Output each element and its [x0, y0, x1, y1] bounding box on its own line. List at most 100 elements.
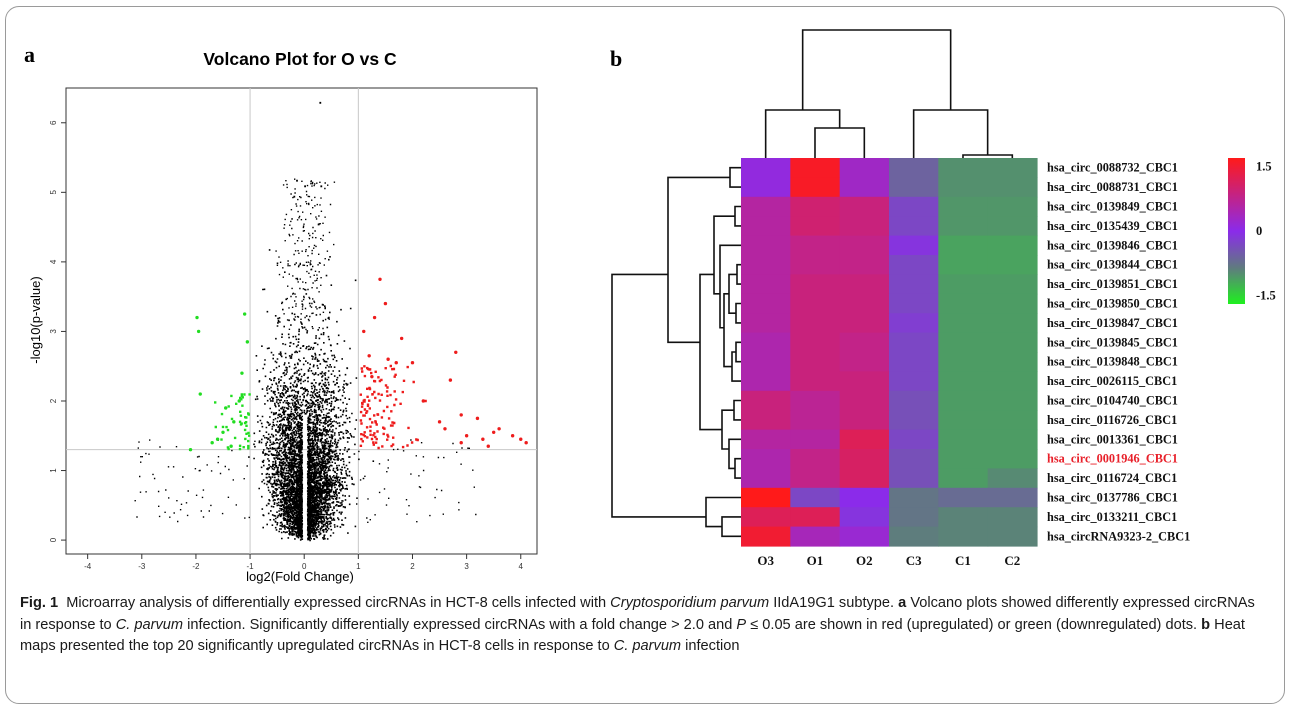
heat-cell-r8-c0 — [741, 313, 791, 334]
col-label-2: O2 — [856, 553, 873, 568]
column-dendrogram-branch-3 — [912, 109, 989, 160]
x-tick-label-4: 0 — [302, 562, 307, 571]
row-dendrogram-branch-11 — [734, 457, 741, 479]
heat-cell-r10-c1 — [790, 352, 841, 372]
heat-cell-r18-c3 — [888, 507, 939, 528]
color-scale-tick-0: 1.5 — [1256, 160, 1272, 174]
heat-cell-r9-c5 — [987, 332, 1038, 353]
caption-text-3: Volcano plots showed differently express… — [20, 595, 1255, 633]
heat-cell-r7-c0 — [741, 293, 791, 314]
row-label-17: hsa_circ_0137786_CBC1 — [1047, 491, 1178, 505]
heat-cell-r6-c4 — [938, 274, 989, 295]
heat-cell-r3-c4 — [938, 216, 989, 237]
upregulated-point-9 — [459, 413, 463, 417]
caption-a: a — [898, 595, 907, 611]
figure-frame — [5, 6, 1285, 704]
row-dendrogram-branch-7 — [723, 293, 732, 368]
figure-canvas: a Volcano Plot for O vs C -4 -3 -2 -1 0 1 2 3 4 … — [24, 29, 1276, 584]
heat-cell-r4-c5 — [987, 235, 1038, 256]
heat-cell-r3-c5 — [987, 216, 1038, 237]
row-label-4: hsa_circ_0139846_CBC1 — [1047, 238, 1178, 252]
downregulated-point-2 — [242, 312, 247, 316]
heat-cell-r13-c4 — [938, 410, 989, 431]
upregulated-point-1 — [454, 350, 458, 354]
row-label-9: hsa_circ_0139845_CBC1 — [1047, 335, 1178, 349]
downregulated-point-4 — [198, 392, 202, 396]
row-label-6: hsa_circ_0139851_CBC1 — [1047, 277, 1178, 291]
heat-cell-r0-c4 — [938, 158, 989, 178]
y-tick-label-6: 6 — [49, 120, 58, 125]
col-label-4: C1 — [955, 553, 971, 568]
caption-b: b — [1201, 616, 1211, 633]
y-tick-label-3: 3 — [49, 329, 58, 334]
panel-b-label: b — [610, 46, 622, 71]
heat-cell-r17-c4 — [938, 487, 989, 508]
heat-cell-r16-c4 — [938, 468, 989, 489]
heatmap-row-labels: hsa_circ_0088732_CBC1 hsa_circ_0088731_CB… — [1047, 161, 1190, 544]
heat-cell-r15-c0 — [741, 449, 791, 469]
heat-cell-r0-c2 — [839, 158, 890, 178]
heat-cell-r19-c3 — [888, 526, 939, 547]
heat-cell-r13-c3 — [888, 410, 939, 431]
color-scale-tick-2: -1.5 — [1256, 288, 1276, 302]
row-dendrogram-branch-13 — [721, 409, 734, 450]
upregulated-point-4 — [394, 361, 398, 365]
heat-cell-r3-c0 — [741, 216, 791, 237]
x-tick-label-0: -4 — [84, 562, 92, 571]
downregulated-point-11 — [215, 437, 220, 441]
upregulated-point-21 — [399, 336, 404, 341]
heat-cell-r10-c4 — [938, 352, 989, 372]
heat-cell-r16-c0 — [741, 468, 791, 489]
upregulated-point-18 — [486, 444, 490, 448]
panel-a-label: a — [24, 42, 35, 67]
upregulated-point-8 — [437, 420, 442, 424]
heat-cell-r15-c4 — [938, 449, 989, 469]
figure-caption: Fig. 1 Microarray analysis of differenti… — [20, 593, 1270, 658]
heat-cell-r5-c1 — [790, 255, 841, 275]
caption-p: P — [736, 616, 747, 633]
y-tick-label-5: 5 — [49, 190, 58, 195]
heat-cell-r3-c3 — [888, 216, 939, 237]
y-tick-label-4: 4 — [49, 259, 58, 264]
caption-text-5: ≤ 0.05 are shown in red (upregulated) or… — [746, 616, 1202, 633]
upregulated-point-2 — [410, 361, 415, 365]
heat-cell-r2-c5 — [987, 196, 1038, 217]
heat-cell-r2-c4 — [938, 196, 989, 217]
col-label-3: C3 — [906, 553, 922, 568]
heat-cell-r16-c2 — [839, 468, 890, 489]
heat-cell-r7-c2 — [839, 293, 890, 314]
heat-cell-r13-c5 — [987, 410, 1038, 431]
heat-cell-r12-c5 — [987, 390, 1038, 411]
heat-cell-r18-c4 — [938, 507, 989, 528]
heat-cell-r12-c2 — [839, 390, 890, 411]
row-label-0: hsa_circ_0088732_CBC1 — [1047, 161, 1178, 175]
ns-point-cloud — [134, 101, 477, 542]
y-tick-label-1: 1 — [49, 468, 58, 473]
heatmap-column-labels: O3 O1 O2 C3 C1 C2 — [757, 553, 1020, 568]
row-label-8: hsa_circ_0139847_CBC1 — [1047, 316, 1178, 330]
heat-cell-r8-c2 — [839, 313, 890, 334]
heat-cell-r8-c5 — [987, 313, 1038, 334]
upregulated-point-24 — [362, 329, 366, 334]
caption-text-4: infection. Significantly differentially … — [183, 616, 737, 633]
upregulated-point-15 — [519, 437, 523, 441]
downregulated-point-0 — [195, 315, 199, 320]
heat-cell-r12-c0 — [741, 390, 791, 411]
caption-text-2: IIdA19G1 subtype. — [769, 595, 899, 611]
heat-cell-r17-c3 — [888, 487, 939, 508]
heat-cell-r2-c1 — [790, 196, 841, 217]
caption-fig-label: Fig. 1 — [20, 595, 59, 611]
col-label-5: C2 — [1004, 553, 1020, 568]
downregulated-point-10 — [237, 399, 241, 403]
upregulated-point-13 — [510, 434, 515, 438]
upregulated-point-20 — [443, 427, 447, 431]
x-tick-label-1: -3 — [138, 562, 146, 571]
heat-cell-r2-c3 — [888, 196, 939, 217]
heat-cell-r9-c0 — [741, 332, 791, 353]
y-tick-label-2: 2 — [49, 398, 58, 403]
heat-cell-r19-c1 — [790, 526, 841, 547]
heat-cell-r13-c2 — [839, 410, 890, 431]
heat-cell-r17-c0 — [741, 487, 791, 508]
heat-cell-r14-c0 — [741, 429, 791, 450]
upregulated-point-5 — [386, 357, 390, 361]
